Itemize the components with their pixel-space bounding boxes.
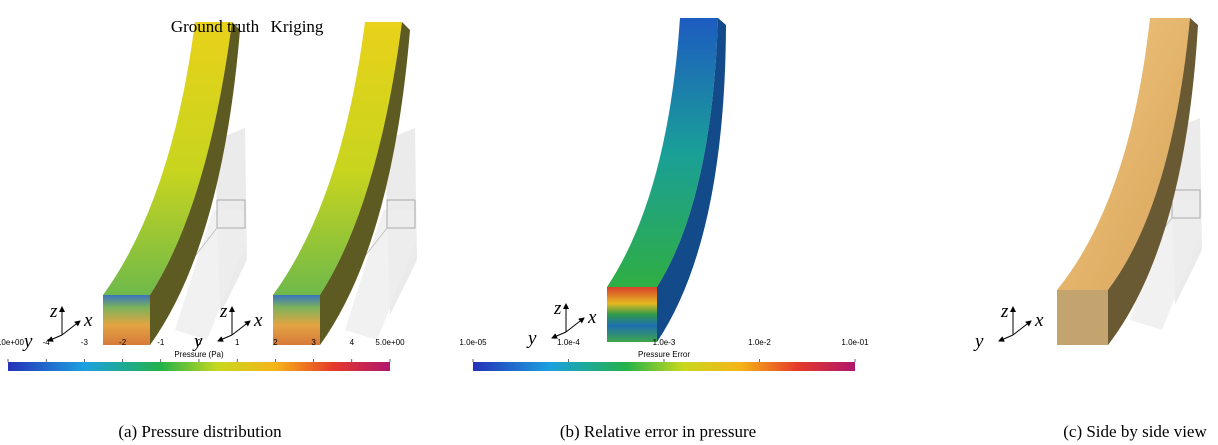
axis-label: y [192, 331, 203, 352]
beam-top [1057, 18, 1190, 290]
beam-face [1057, 290, 1108, 345]
label: Ground truth [171, 17, 260, 36]
colorbar-tick-label: 1.0e-2 [748, 338, 771, 347]
axis-label: x [83, 310, 93, 331]
colorbar-tick-label: 3 [311, 338, 316, 347]
colorbar-tick-label: -3 [81, 338, 89, 347]
caption: (c) Side by side view [1063, 422, 1207, 441]
colorbar-tick-label: 1.0e-3 [653, 338, 676, 347]
axis-label: z [1000, 301, 1009, 322]
axis-label: z [49, 301, 58, 322]
colorbar-tick-label: 1.0e-05 [459, 338, 487, 347]
colorbar-tick-label: 0 [197, 338, 202, 347]
colorbar-title: Pressure Error [638, 350, 690, 359]
beam-side [1108, 18, 1198, 345]
axis-label: z [219, 301, 228, 322]
colorbar-tick-label: 1 [235, 338, 240, 347]
colorbar-title: Pressure (Pa) [174, 350, 224, 359]
colorbar [473, 362, 855, 371]
colorbar-tick-label: 5.0e+00 [375, 338, 405, 347]
colorbar-tick-label: 1.0e-4 [557, 338, 580, 347]
beam-top [103, 22, 232, 295]
colorbar-tick-label: 2 [273, 338, 278, 347]
axis-label: x [1034, 310, 1044, 331]
beam-side [150, 22, 240, 345]
beam-top [607, 18, 718, 287]
beam-top [273, 22, 402, 295]
beam-face [273, 295, 320, 345]
axis-label: y [973, 331, 984, 352]
label: Kriging [271, 17, 324, 36]
axis-label: x [253, 310, 263, 331]
axis-label: y [22, 331, 33, 352]
beam-face [607, 287, 657, 342]
colorbar-tick-label: -4 [43, 338, 51, 347]
caption: (a) Pressure distribution [118, 422, 282, 441]
colorbar-tick-label: 1.0e-01 [841, 338, 869, 347]
axis-label: x [587, 307, 597, 328]
axis-label: z [553, 298, 562, 319]
beam-side [320, 22, 410, 345]
colorbar-tick-label: -5.0e+00 [0, 338, 24, 347]
axis-triad: z y x z y x z y x z y x [22, 298, 1044, 352]
colorbar-tick-label: 4 [350, 338, 355, 347]
colorbar [8, 362, 390, 371]
caption: (b) Relative error in pressure [560, 422, 756, 441]
beam-side [657, 18, 726, 342]
colorbar-tick-label: -2 [119, 338, 127, 347]
beam-face [103, 295, 150, 345]
colorbar-tick-label: -1 [157, 338, 165, 347]
axis-label: y [526, 328, 537, 349]
